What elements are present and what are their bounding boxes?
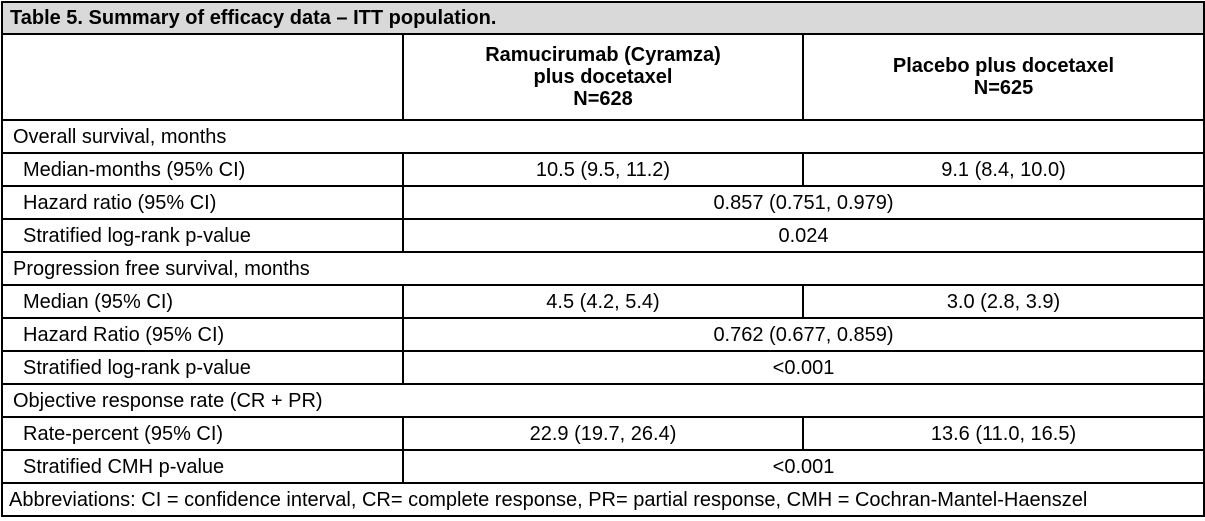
section-heading-row: Objective response rate (CR + PR) — [0, 383, 1205, 418]
header-placebo-line: Placebo plus docetaxel — [892, 55, 1115, 77]
header-placebo: Placebo plus docetaxel N=625 — [801, 33, 1205, 121]
table-header-row: Ramucirumab (Cyramza) plus docetaxel N=6… — [1, 33, 1205, 121]
merged-value-cell: 0.762 (0.677, 0.859) — [401, 317, 1205, 352]
row-label: Stratified log-rank p-value — [1, 218, 404, 253]
table-row: Median-months (95% CI) 10.5 (9.5, 11.2) 9.… — [1, 152, 1205, 187]
ramucirumab-value-cell: 4.5 (4.2, 5.4) — [402, 284, 804, 319]
row-label: Stratified CMH p-value — [1, 449, 404, 484]
header-ramucirumab: Ramucirumab (Cyramza) plus docetaxel N=6… — [402, 33, 804, 121]
table-row: Median (95% CI) 4.5 (4.2, 5.4) 3.0 (2.8, 3… — [1, 284, 1205, 319]
merged-value-cell: <0.001 — [401, 449, 1205, 484]
table-row: Rate-percent (95% CI) 22.9 (19.7, 26.4) 13… — [1, 416, 1205, 451]
header-empty-cell — [1, 33, 404, 121]
table-row: Hazard Ratio (95% CI) 0.762 (0.677, 0.859… — [1, 317, 1205, 352]
table-row: Stratified log-rank p-value <0.001 — [1, 350, 1205, 385]
section-heading: Progression free survival, months — [0, 251, 1205, 286]
row-label: Hazard ratio (95% CI) — [1, 185, 404, 220]
merged-value-cell: 0.857 (0.751, 0.979) — [401, 185, 1205, 220]
abbreviations-note: Abbreviations: CI = confidence interval,… — [0, 482, 1205, 517]
section-heading: Overall survival, months — [0, 119, 1205, 154]
placebo-value-cell: 3.0 (2.8, 3.9) — [801, 284, 1205, 319]
table-title: Table 5. Summary of efficacy data – ITT … — [0, 1, 1205, 35]
merged-value-cell: 0.024 — [401, 218, 1205, 253]
merged-value-cell: <0.001 — [401, 350, 1205, 385]
header-placebo-line: N=625 — [973, 77, 1034, 99]
section-heading: Objective response rate (CR + PR) — [0, 383, 1205, 418]
table-row: Stratified CMH p-value <0.001 — [1, 449, 1205, 484]
section-heading-row: Overall survival, months — [0, 119, 1205, 154]
section-heading-row: Progression free survival, months — [0, 251, 1205, 286]
table-title-row: Table 5. Summary of efficacy data – ITT … — [0, 1, 1205, 35]
row-label: Stratified log-rank p-value — [1, 350, 404, 385]
header-ramucirumab-line: plus docetaxel — [533, 66, 673, 88]
header-ramucirumab-line: N=628 — [573, 88, 633, 110]
table-footer-row: Abbreviations: CI = confidence interval,… — [0, 482, 1205, 517]
row-label: Hazard Ratio (95% CI) — [1, 317, 404, 352]
row-label: Median-months (95% CI) — [1, 152, 404, 187]
ramucirumab-value-cell: 10.5 (9.5, 11.2) — [402, 152, 804, 187]
table-row: Stratified log-rank p-value 0.024 — [1, 218, 1205, 253]
placebo-value-cell: 9.1 (8.4, 10.0) — [801, 152, 1205, 187]
header-ramucirumab-line: Ramucirumab (Cyramza) — [485, 44, 721, 66]
row-label: Rate-percent (95% CI) — [1, 416, 404, 451]
row-label: Median (95% CI) — [1, 284, 404, 319]
table-row: Hazard ratio (95% CI) 0.857 (0.751, 0.979… — [1, 185, 1205, 220]
placebo-value-cell: 13.6 (11.0, 16.5) — [801, 416, 1205, 451]
ramucirumab-value-cell: 22.9 (19.7, 26.4) — [402, 416, 804, 451]
